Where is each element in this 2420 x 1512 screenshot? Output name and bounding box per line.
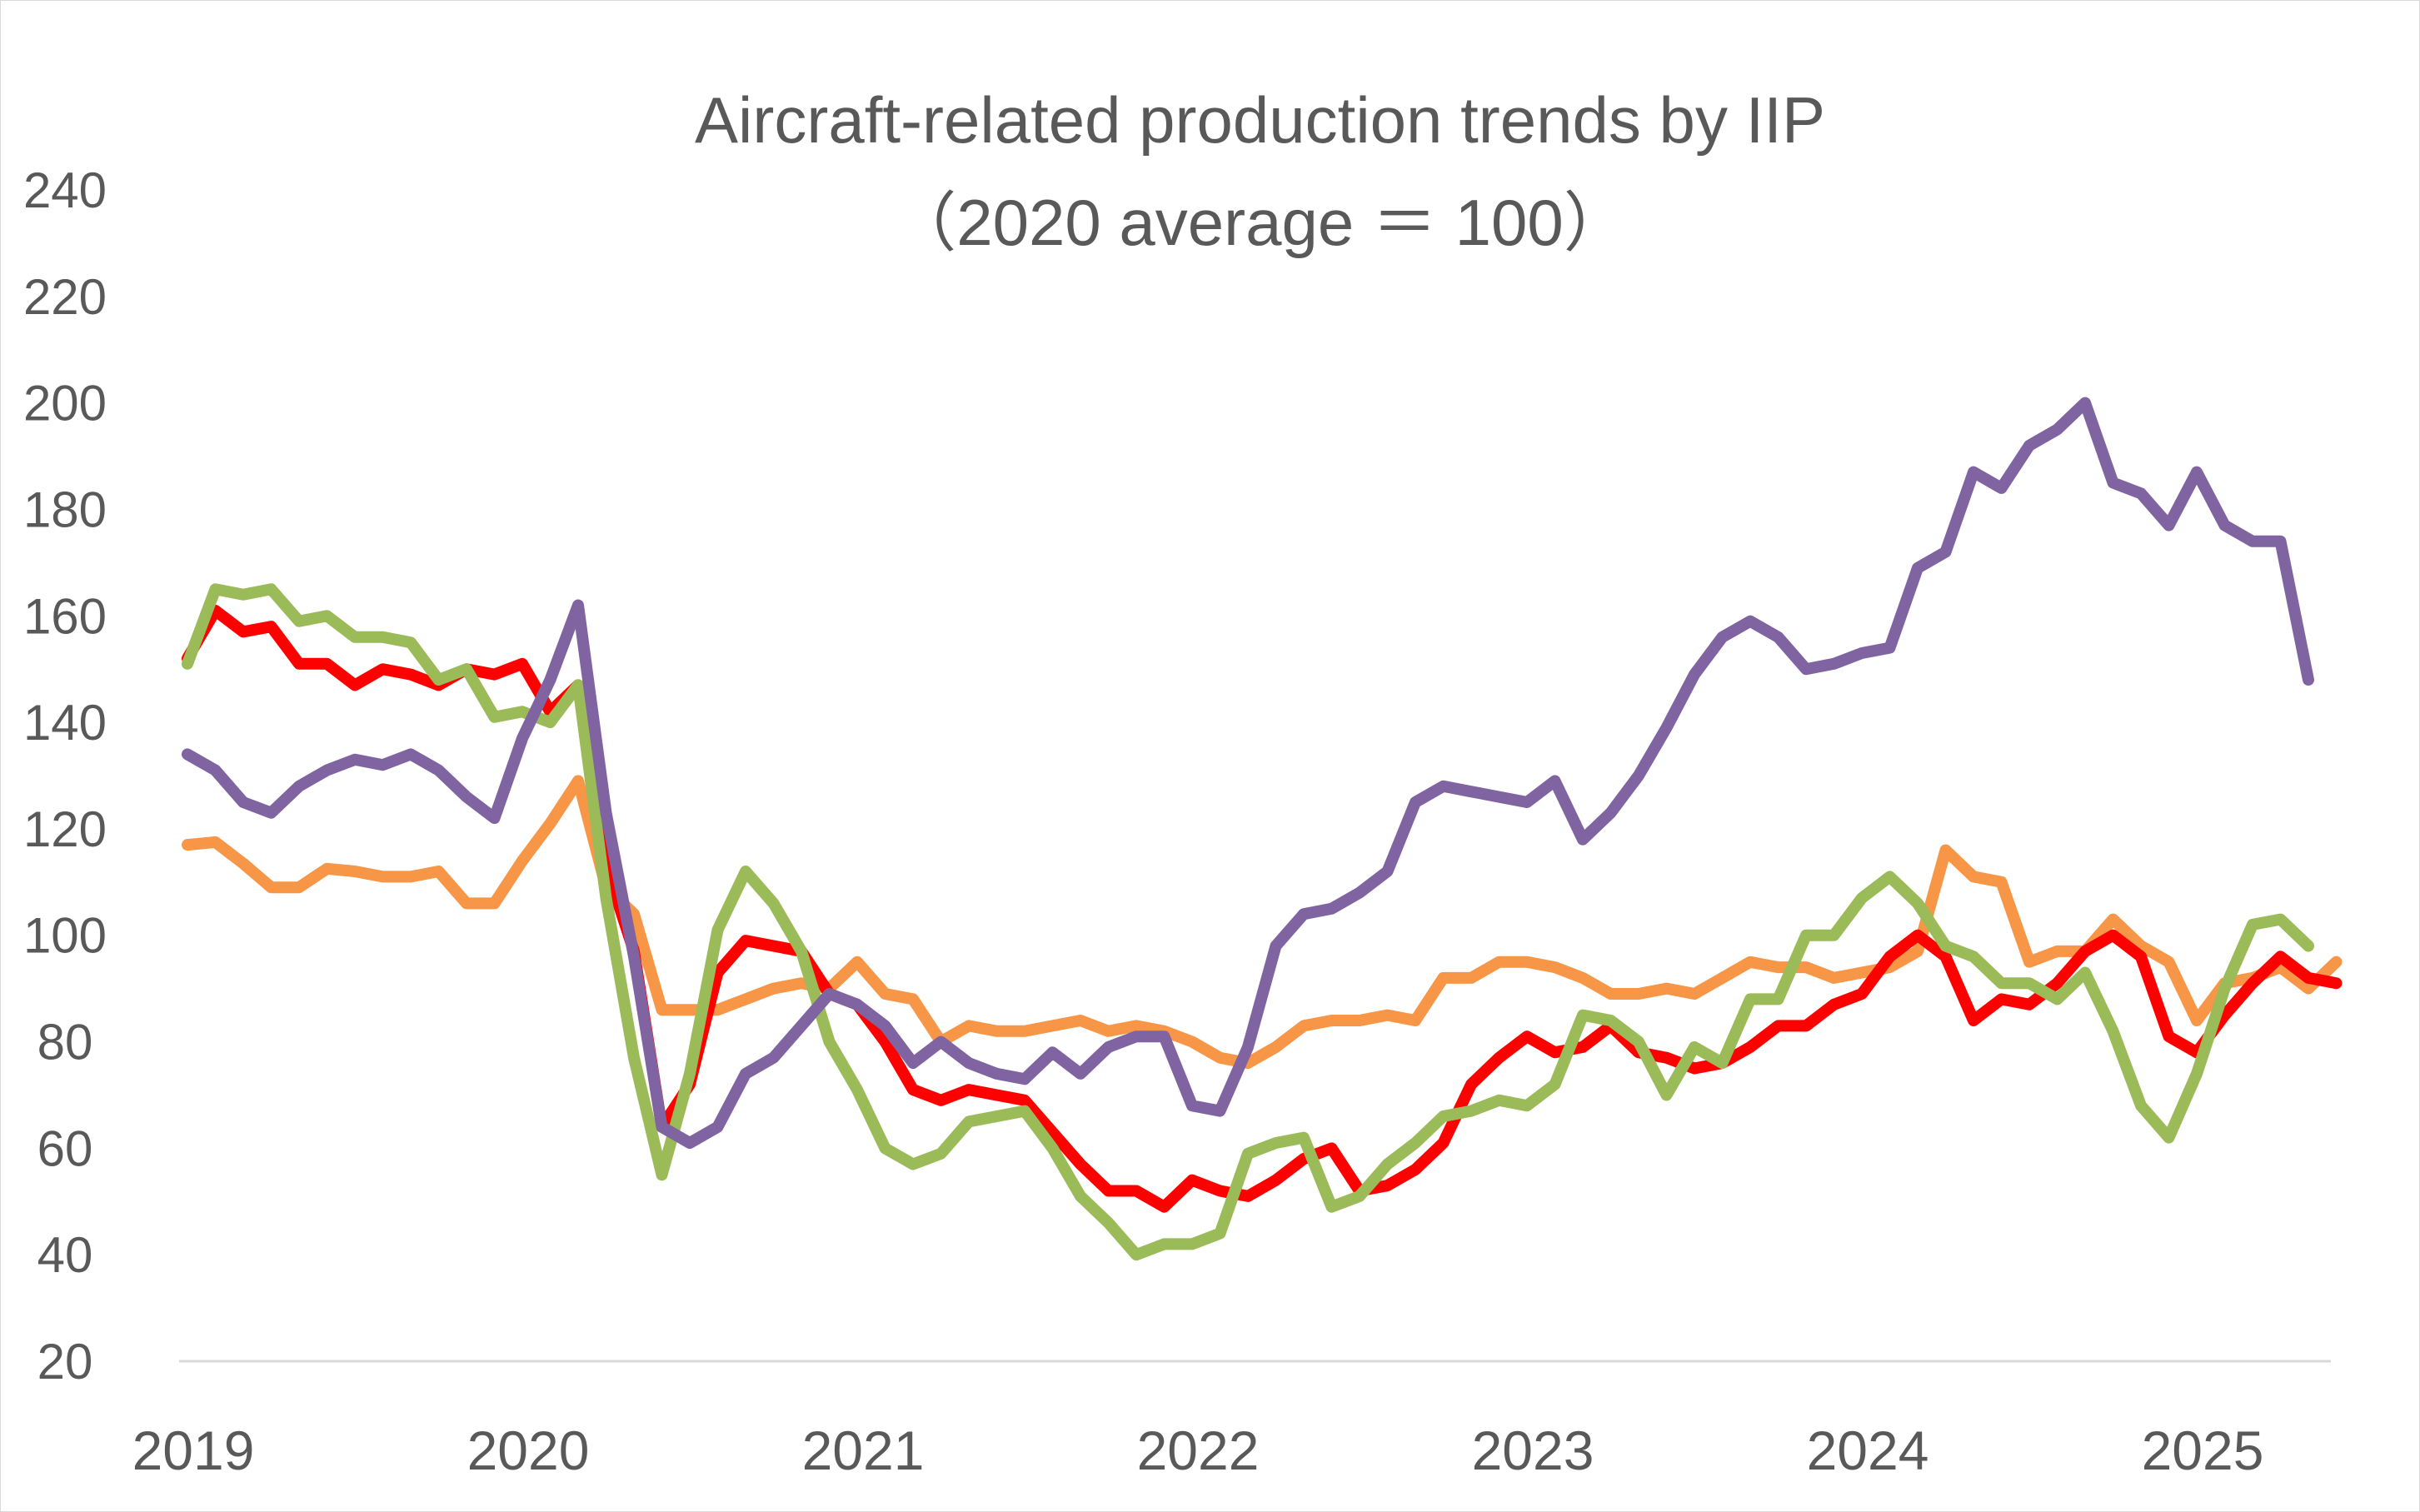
- y-tick-label: 220: [23, 269, 107, 325]
- x-tick-label: 2021: [802, 1420, 925, 1481]
- y-tick-label: 20: [37, 1334, 93, 1390]
- y-tick-label: 160: [23, 588, 107, 644]
- y-tick-label: 240: [23, 162, 107, 218]
- x-tick-label: 2019: [132, 1420, 255, 1481]
- orange-series-line: [182, 775, 2343, 1070]
- y-tick-label: 100: [23, 908, 107, 964]
- chart-title: Aircraft-related production trends by II…: [695, 83, 1825, 157]
- y-tick-label: 120: [23, 801, 107, 857]
- series-layer: [182, 397, 2343, 1261]
- y-tick-label: 140: [23, 695, 107, 751]
- y-tick-label: 60: [37, 1120, 93, 1176]
- y-tick-label: 200: [23, 376, 107, 432]
- y-tick-label: 40: [37, 1227, 93, 1283]
- green-series-line: [182, 583, 2314, 1261]
- chart-subtitle: （2020 average ＝ 100）: [891, 186, 1629, 259]
- x-tick-label: 2024: [1807, 1420, 1929, 1481]
- y-axis: 20 40 60 80 100 120 140 160 180 200 220 240: [23, 162, 107, 1390]
- y-tick-label: 180: [23, 482, 107, 537]
- x-tick-label: 2023: [1472, 1420, 1594, 1481]
- purple-series-line: [182, 397, 2314, 1149]
- x-tick-label: 2022: [1137, 1420, 1260, 1481]
- x-tick-label: 2020: [467, 1420, 590, 1481]
- red-series-line: [182, 604, 2343, 1213]
- x-tick-label: 2025: [2142, 1420, 2264, 1481]
- x-axis: 2019 2020 2021 2022 2023 2024 2025: [132, 1420, 2264, 1481]
- y-tick-label: 80: [37, 1015, 93, 1070]
